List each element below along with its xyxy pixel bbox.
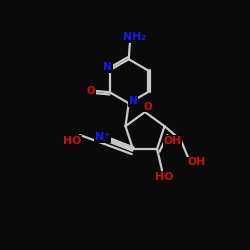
Text: N: N <box>129 96 138 106</box>
Text: HO: HO <box>62 136 81 146</box>
Text: OH: OH <box>187 158 205 168</box>
Text: N⁺: N⁺ <box>95 132 110 142</box>
Text: N: N <box>103 62 112 72</box>
Text: O: O <box>144 102 152 112</box>
Text: O: O <box>87 86 96 96</box>
Text: NH₂: NH₂ <box>123 32 146 42</box>
Text: HO: HO <box>155 172 173 182</box>
Text: OH: OH <box>164 136 182 146</box>
